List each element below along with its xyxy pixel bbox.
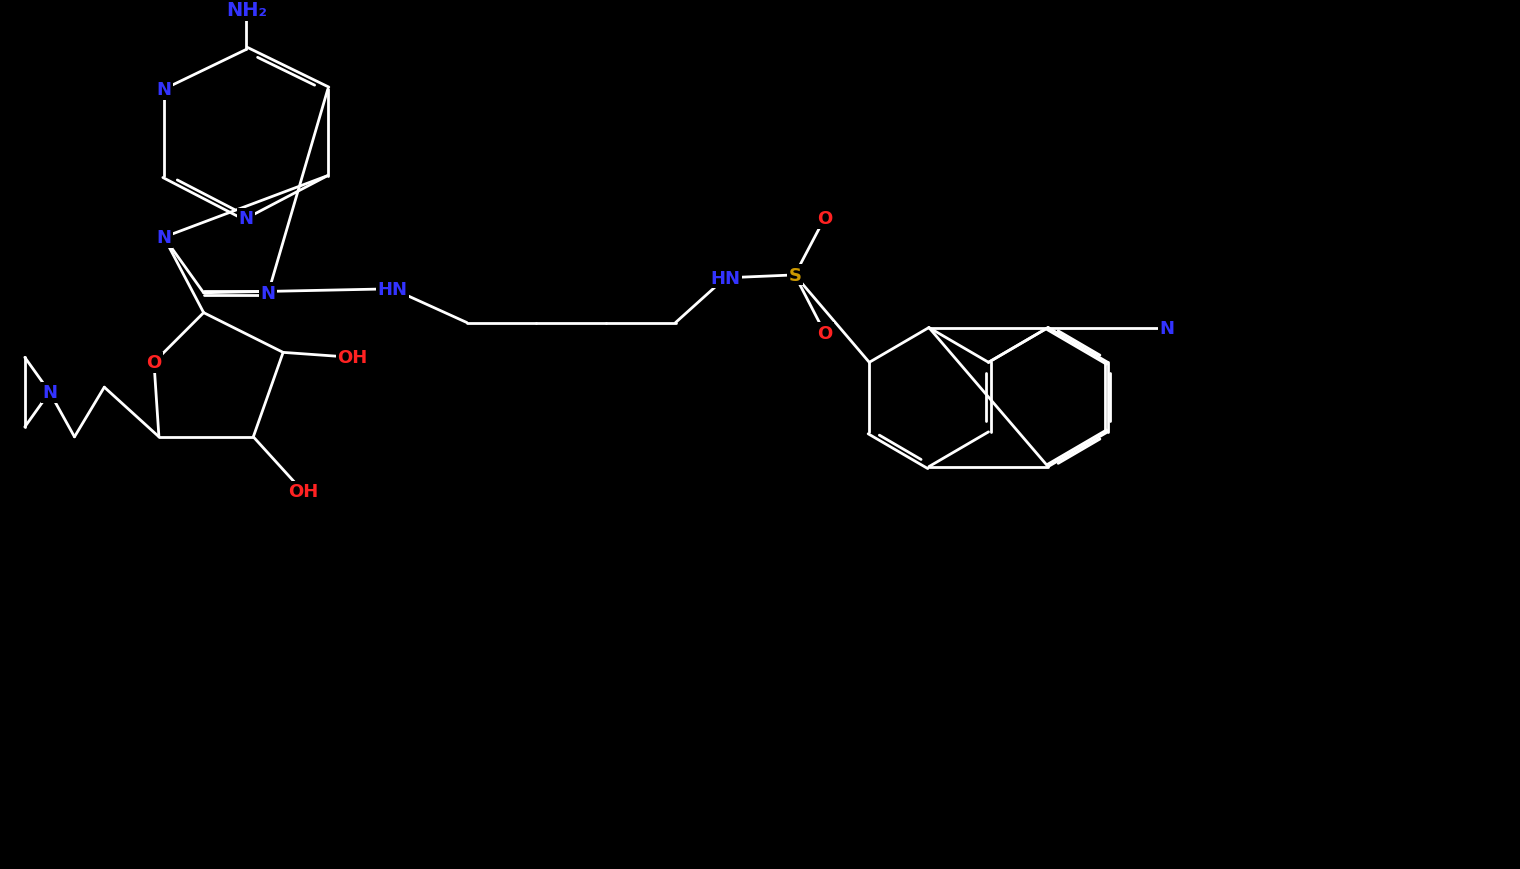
Text: OH: OH (337, 349, 368, 367)
Text: NH₂: NH₂ (226, 1, 268, 20)
Text: N: N (239, 210, 254, 228)
Text: N: N (1160, 319, 1175, 337)
Text: N: N (157, 229, 172, 247)
Text: HN: HN (377, 281, 407, 298)
Text: O: O (816, 324, 833, 342)
Text: O: O (146, 354, 161, 372)
Text: S: S (789, 267, 801, 284)
Text: N: N (43, 384, 58, 401)
Text: N: N (157, 81, 172, 99)
Text: OH: OH (287, 483, 318, 501)
Text: N: N (261, 284, 275, 302)
Text: HN: HN (710, 269, 740, 288)
Text: O: O (816, 210, 833, 228)
